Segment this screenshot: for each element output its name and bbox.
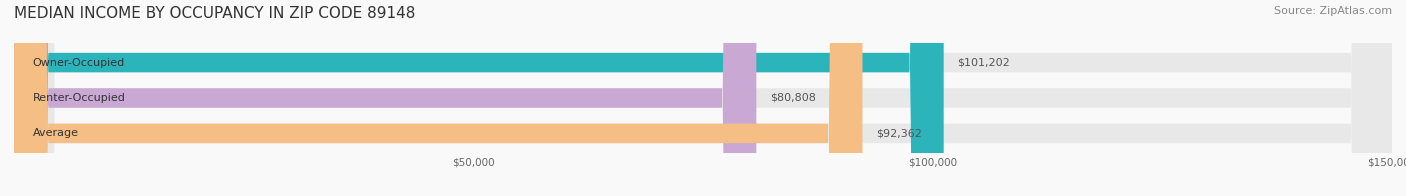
Text: MEDIAN INCOME BY OCCUPANCY IN ZIP CODE 89148: MEDIAN INCOME BY OCCUPANCY IN ZIP CODE 8… [14,6,415,21]
Text: $92,362: $92,362 [876,128,922,138]
FancyBboxPatch shape [14,0,943,196]
Text: Renter-Occupied: Renter-Occupied [32,93,125,103]
Text: Average: Average [32,128,79,138]
Text: $101,202: $101,202 [957,58,1011,68]
FancyBboxPatch shape [14,0,862,196]
FancyBboxPatch shape [14,0,1392,196]
Text: $80,808: $80,808 [770,93,815,103]
FancyBboxPatch shape [14,0,1392,196]
FancyBboxPatch shape [14,0,756,196]
Text: Owner-Occupied: Owner-Occupied [32,58,125,68]
FancyBboxPatch shape [14,0,1392,196]
Text: Source: ZipAtlas.com: Source: ZipAtlas.com [1274,6,1392,16]
